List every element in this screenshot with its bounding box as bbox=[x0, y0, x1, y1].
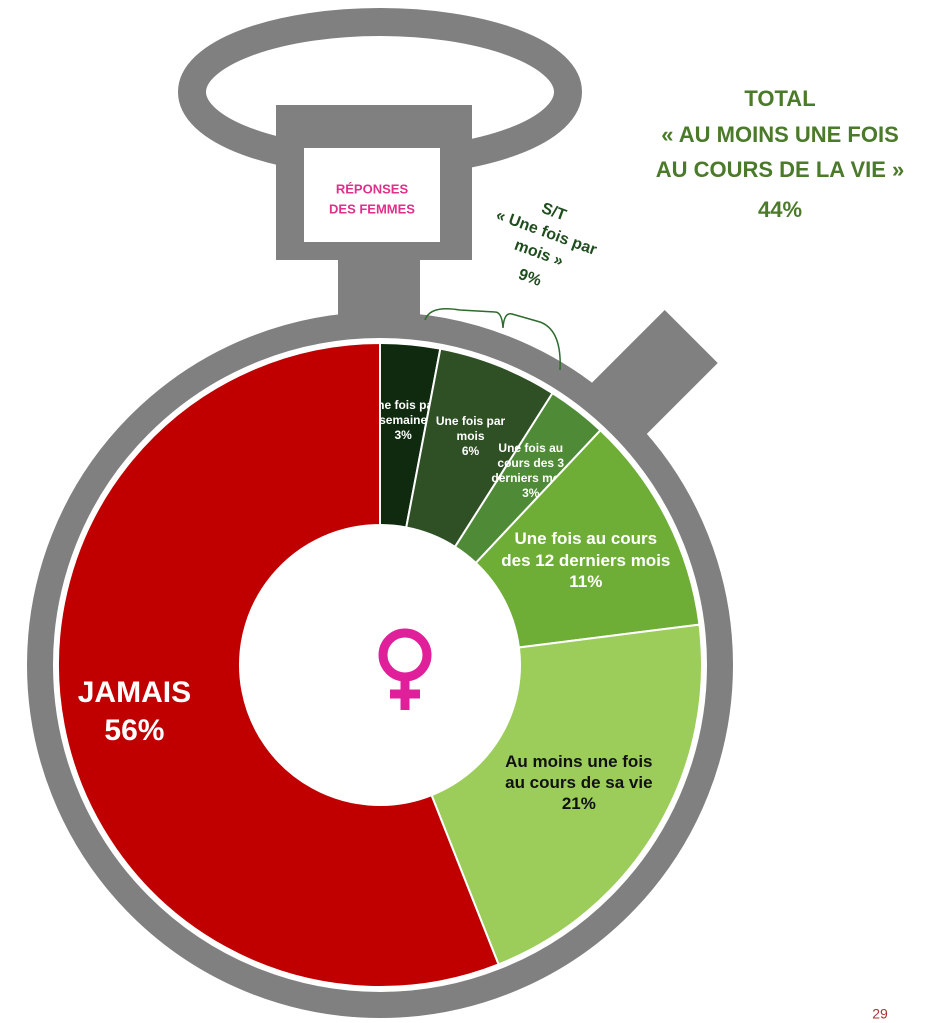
subtotal-brace bbox=[424, 308, 561, 371]
slice-label-text: Au moins une fois au cours de sa vie 21% bbox=[494, 751, 664, 815]
slice-name: Une fois au cours des 12 derniers mois bbox=[501, 529, 671, 570]
total-value: 44% bbox=[758, 197, 802, 222]
slice-name: JAMAIS bbox=[77, 676, 192, 710]
center-label: DES FEMMES bbox=[329, 201, 415, 216]
slice-value: 11% bbox=[569, 571, 603, 591]
slice-name: Au moins une fois au cours de sa vie bbox=[505, 751, 653, 792]
slice-label-text: Une fois par mois 6% bbox=[426, 414, 516, 459]
slice-label: Une fois au cours des 3 derniers mois 3% bbox=[486, 416, 576, 526]
subtotal-label: S/T bbox=[539, 200, 568, 225]
female-symbol bbox=[378, 628, 432, 710]
total-label: « AU MOINS UNE FOIS bbox=[661, 122, 899, 147]
slice-label-text: Une fois par semaine 3% bbox=[358, 398, 448, 443]
slice-name: Une fois au cours des 3 derniers mois bbox=[491, 440, 571, 485]
slice-value: 3% bbox=[522, 485, 540, 500]
slice-label: JAMAIS 56% bbox=[49, 652, 219, 772]
slice-label-text: Une fois au cours des 3 derniers mois 3% bbox=[486, 441, 576, 501]
slice-label: Au moins une fois au cours de sa vie 21% bbox=[494, 723, 664, 843]
donut-slice bbox=[430, 623, 703, 966]
slice-label: Une fois par mois 6% bbox=[426, 381, 516, 491]
slice-value: 21% bbox=[561, 794, 596, 814]
total-label: AU COURS DE LA VIE » bbox=[656, 157, 905, 182]
slice-value: 6% bbox=[461, 443, 480, 458]
slice-label-text: Une fois au cours des 12 derniers mois 11… bbox=[501, 528, 671, 592]
center-label: RÉPONSES bbox=[336, 181, 409, 196]
slice-label: Une fois par semaine 3% bbox=[358, 365, 448, 475]
page-number: 29 bbox=[872, 1006, 888, 1022]
slice-name: Une fois par semaine bbox=[368, 397, 438, 427]
donut-hole bbox=[240, 525, 520, 805]
slice-value: 3% bbox=[394, 427, 412, 442]
slice-label: Une fois au cours des 12 derniers mois 11… bbox=[501, 500, 671, 620]
label-box bbox=[304, 148, 440, 242]
total-label: TOTAL bbox=[744, 86, 815, 111]
slice-label-box: Une fois au cours des 12 derniers mois11… bbox=[501, 500, 671, 620]
slice-label-text: JAMAIS 56% bbox=[78, 674, 191, 749]
slice-name: Une fois par mois bbox=[435, 413, 506, 443]
subtotal-value: 9% bbox=[516, 266, 544, 290]
slice-value: 56% bbox=[104, 713, 165, 747]
